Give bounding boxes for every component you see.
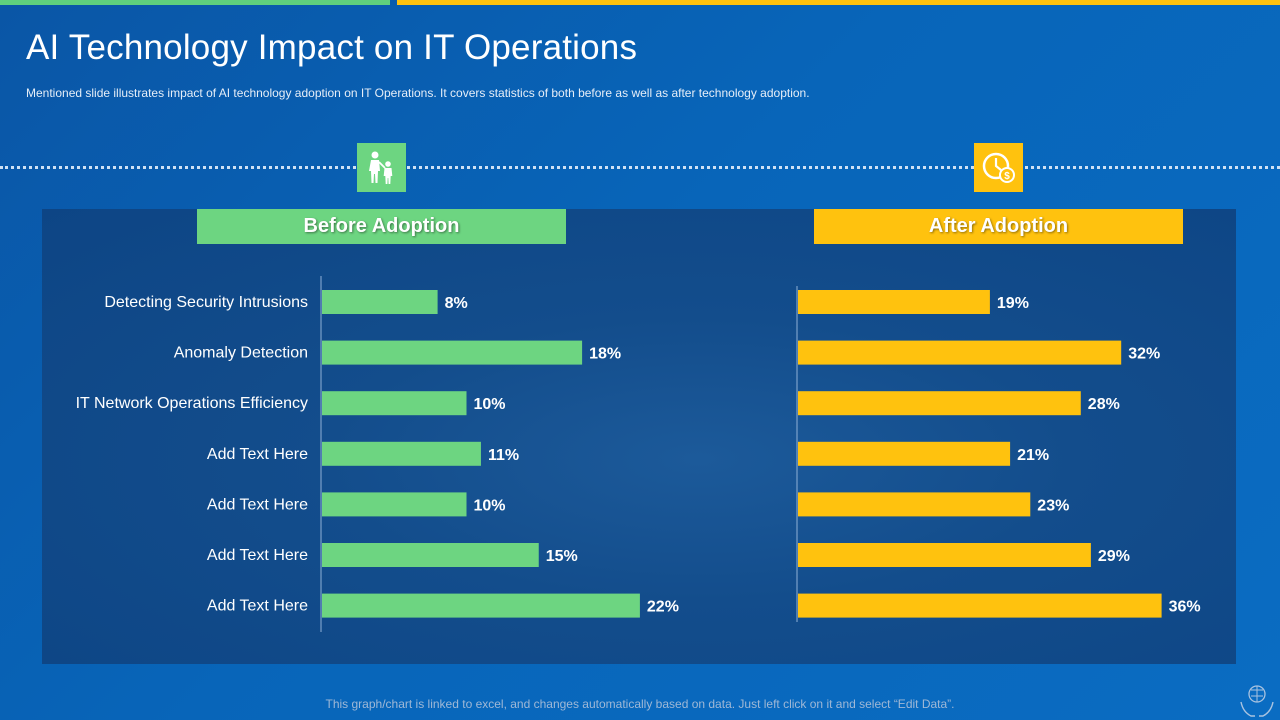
- chart-panel: [42, 209, 1236, 664]
- dotted-divider: [0, 166, 1280, 169]
- after-adoption-header: After Adoption: [814, 209, 1183, 244]
- hands-brain-icon: [1240, 685, 1274, 717]
- footer-note: This graph/chart is linked to excel, and…: [325, 697, 955, 711]
- clock-dollar-icon: $: [982, 152, 1015, 183]
- family-icon: [368, 151, 392, 184]
- top-accent-yellow: [397, 0, 1280, 5]
- before-icon-box: [357, 143, 406, 192]
- before-adoption-header: Before Adoption: [197, 209, 566, 244]
- svg-text:$: $: [1004, 171, 1010, 182]
- page-title: AI Technology Impact on IT Operations: [26, 28, 638, 67]
- top-accent-green: [0, 0, 390, 5]
- after-icon-box: $: [974, 143, 1023, 192]
- page-subtitle: Mentioned slide illustrates impact of AI…: [26, 86, 810, 100]
